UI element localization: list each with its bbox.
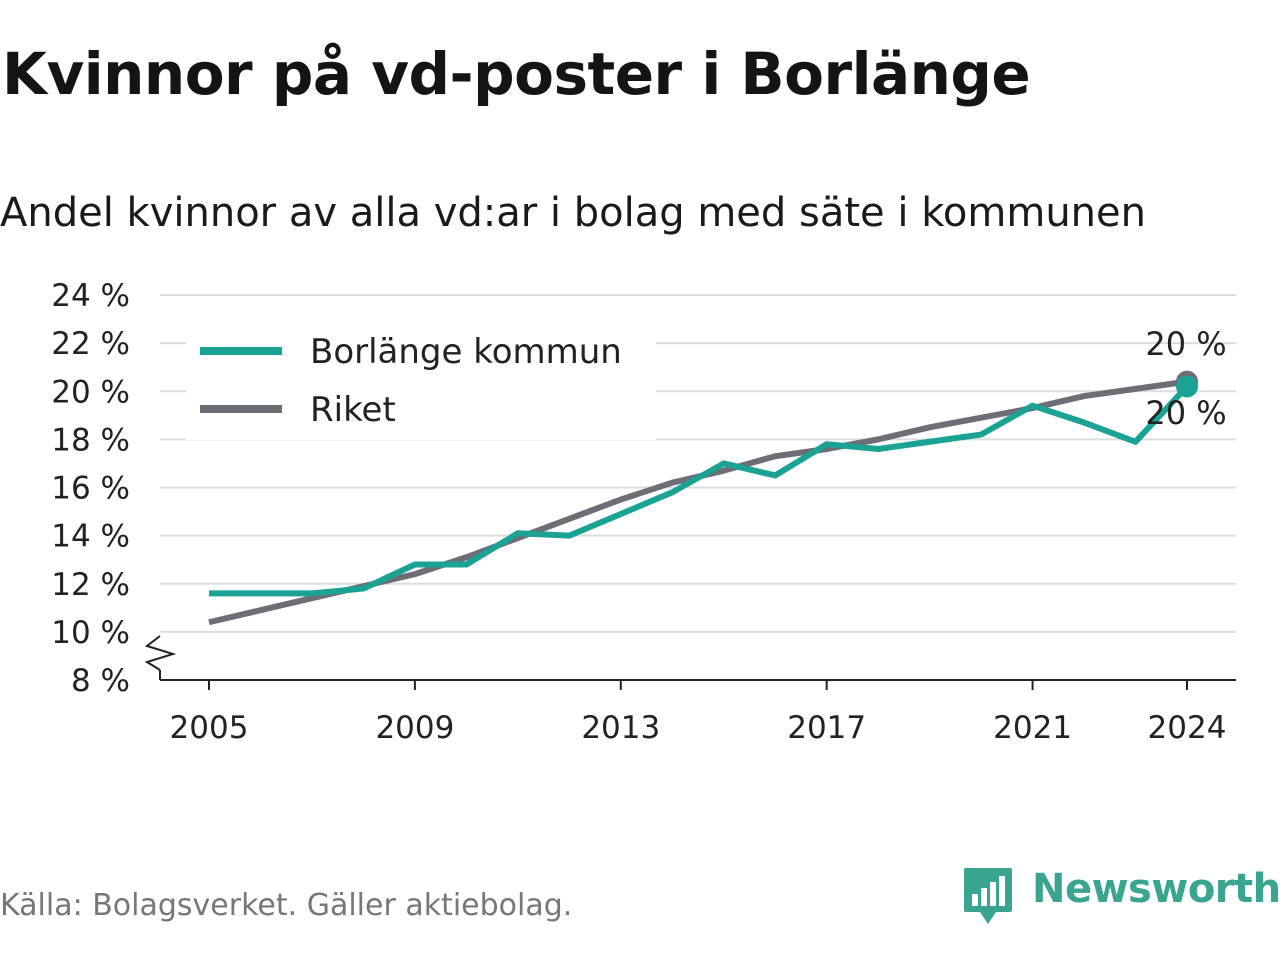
x-axis: 2005 2009 2013 2017 2021 2024 bbox=[144, 635, 1236, 746]
y-tick-label: 8 % bbox=[71, 663, 130, 699]
y-tick-label: 18 % bbox=[51, 422, 130, 458]
axis-break-icon bbox=[144, 635, 177, 671]
legend-label-borlange: Borlänge kommun bbox=[310, 332, 622, 372]
end-label-borlange: 20 % bbox=[1145, 394, 1226, 432]
legend-background bbox=[186, 322, 656, 440]
y-axis-tick-labels: 8 % 10 % 12 % 14 % 16 % 18 % 20 % 22 % 24 % bbox=[51, 278, 130, 699]
x-tick-label: 2013 bbox=[581, 710, 660, 746]
series-line-borlange bbox=[209, 384, 1190, 597]
end-marker-borlange bbox=[1176, 375, 1198, 398]
y-tick-label: 24 % bbox=[51, 278, 130, 314]
end-label-riket: 20 % bbox=[1145, 325, 1226, 363]
source-note: Källa: Bolagsverket. Gäller aktiebolag. bbox=[0, 888, 573, 923]
newsworthy-logo-icon bbox=[964, 868, 1012, 924]
legend: Borlänge kommun Riket bbox=[186, 322, 656, 440]
series-lines bbox=[208, 370, 1198, 626]
y-tick-label: 20 % bbox=[51, 374, 130, 410]
brand: Newsworthy bbox=[962, 862, 1280, 928]
chart-title: Kvinnor på vd-poster i Borlänge bbox=[2, 40, 1031, 108]
x-tick-label: 2017 bbox=[787, 710, 866, 746]
y-tick-label: 10 % bbox=[51, 615, 130, 651]
x-tick-label: 2009 bbox=[375, 710, 454, 746]
y-tick-label: 16 % bbox=[51, 471, 130, 507]
chart-subtitle: Andel kvinnor av alla vd:ar i bolag med … bbox=[0, 190, 1146, 236]
brand-name: Newsworthy bbox=[1032, 866, 1280, 912]
legend-label-riket: Riket bbox=[310, 390, 396, 430]
y-tick-label: 12 % bbox=[51, 567, 130, 603]
x-tick-label: 2021 bbox=[993, 710, 1072, 746]
x-tick-label: 2005 bbox=[170, 710, 249, 746]
x-tick-label: 2024 bbox=[1148, 710, 1227, 746]
y-tick-label: 14 % bbox=[51, 519, 130, 555]
y-tick-label: 22 % bbox=[51, 326, 130, 362]
end-labels: 20 % 20 % bbox=[1145, 325, 1226, 432]
